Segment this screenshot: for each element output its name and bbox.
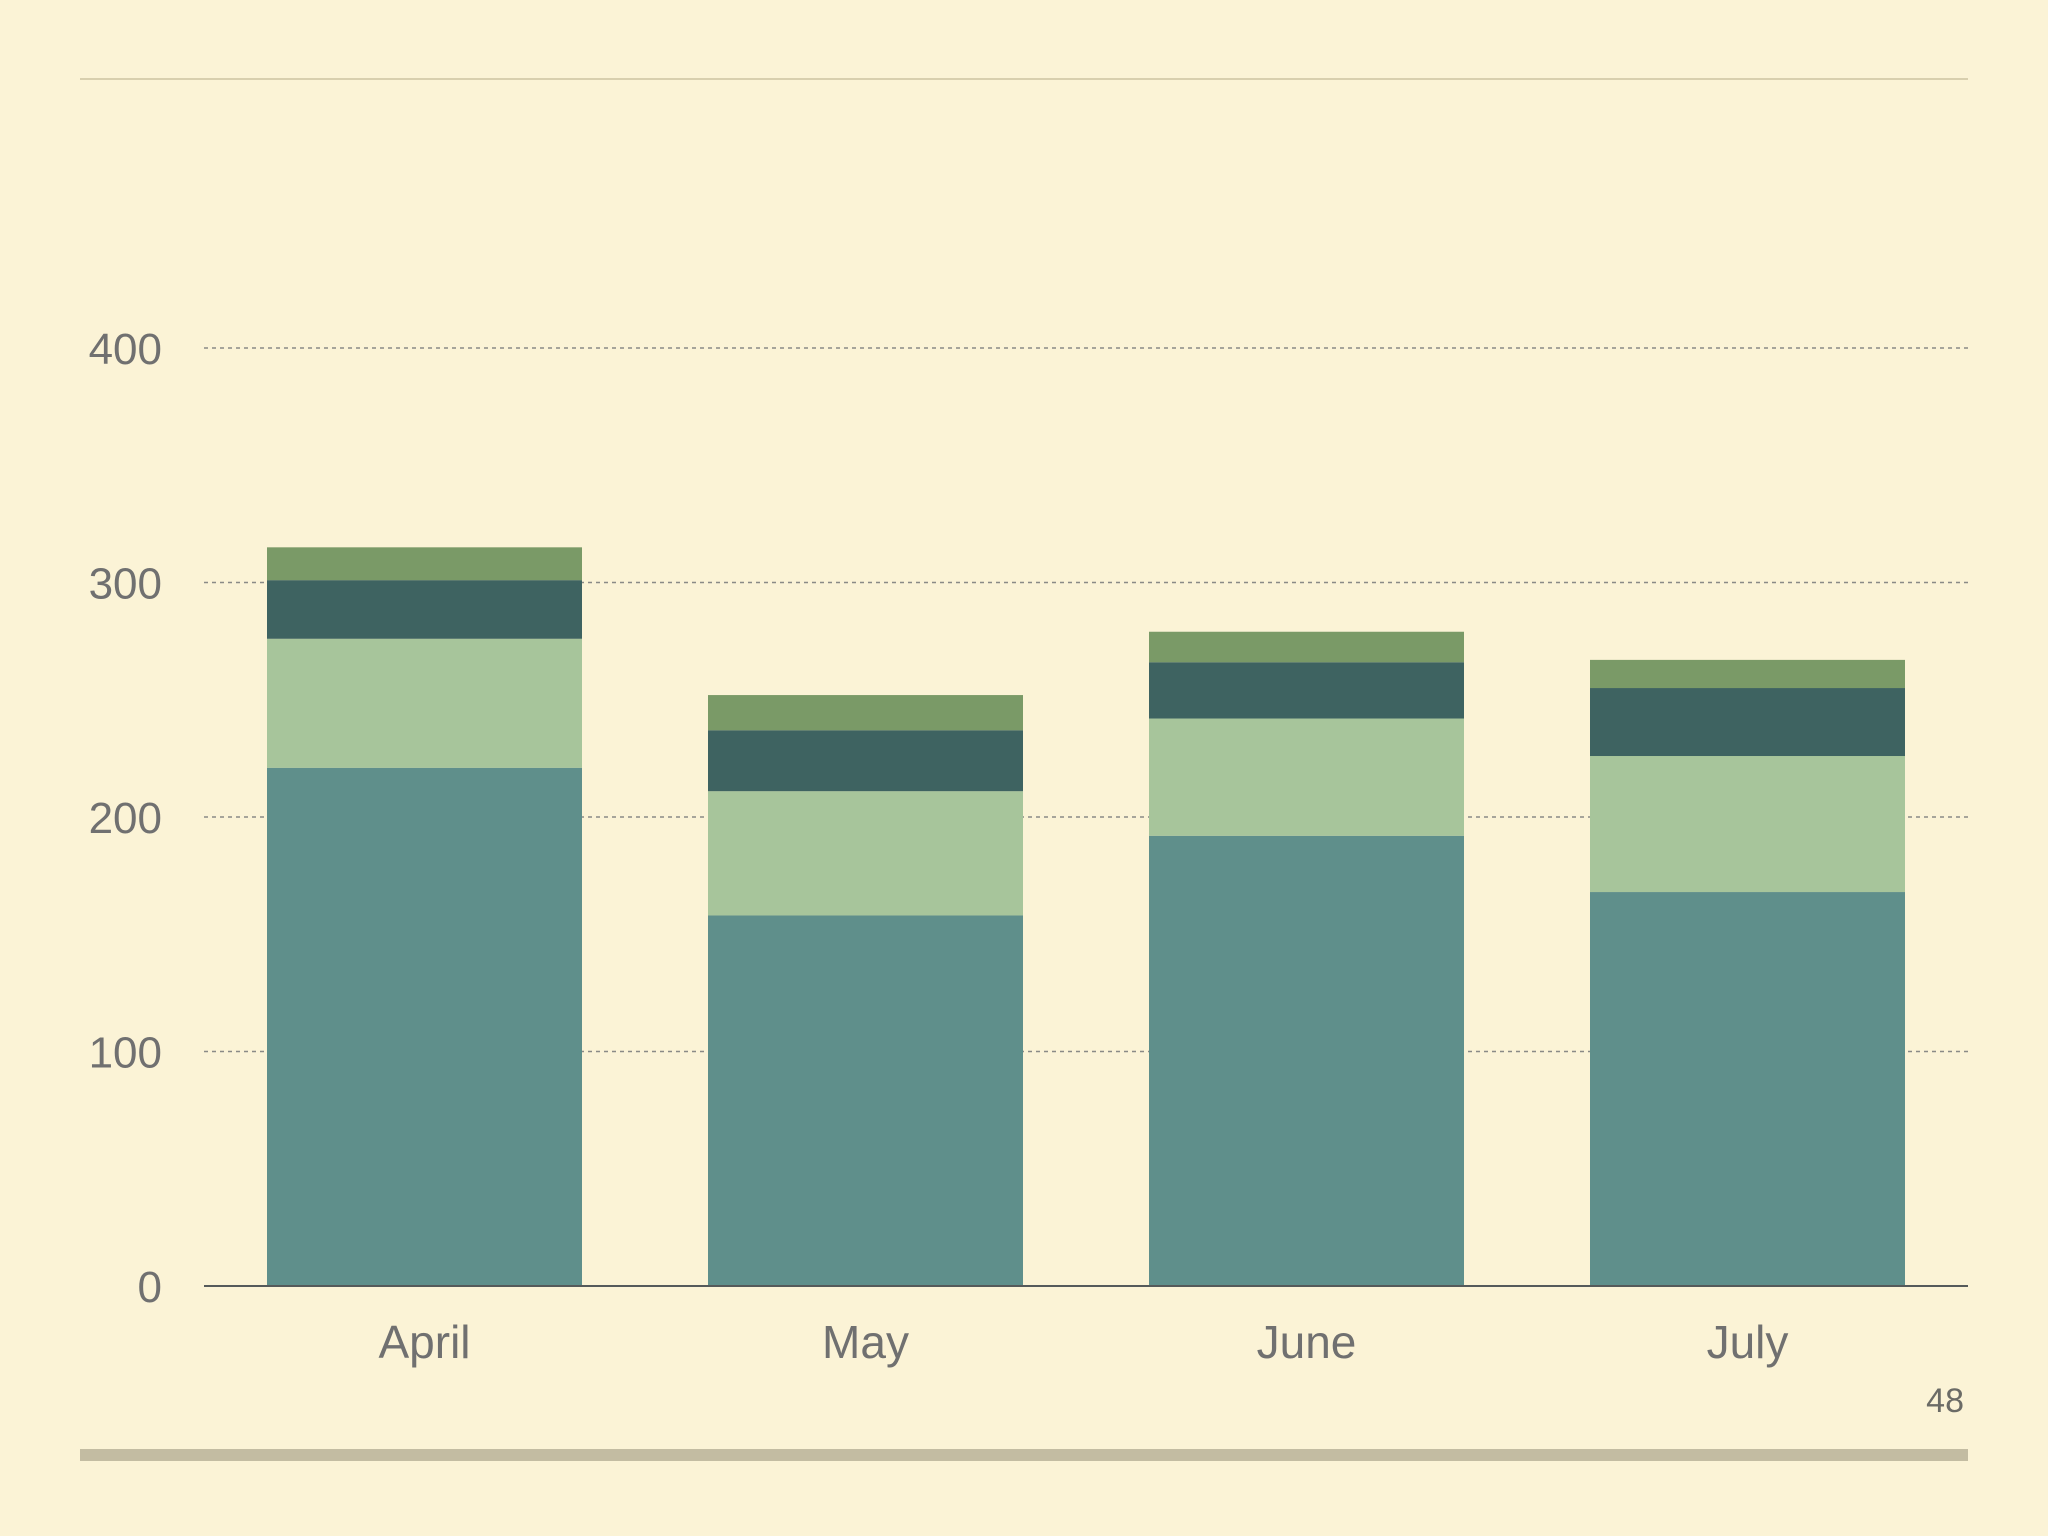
bar-segment — [1149, 718, 1464, 836]
bar-segment — [1590, 659, 1905, 689]
bar-segment — [267, 547, 582, 581]
y-tick-label: 0 — [138, 1263, 162, 1312]
bar-segment — [708, 915, 1023, 1286]
bottom-rule — [80, 1449, 1968, 1461]
bar-segment — [1590, 892, 1905, 1286]
x-tick-label: May — [822, 1316, 909, 1368]
x-tick-label: April — [378, 1316, 470, 1368]
bar-segment — [267, 638, 582, 768]
x-tick-label: July — [1707, 1316, 1789, 1368]
bar-segment — [1590, 756, 1905, 893]
bar-segment — [267, 580, 582, 639]
x-tick-label: June — [1257, 1316, 1357, 1368]
bar-segment — [1149, 835, 1464, 1286]
y-tick-label: 100 — [89, 1029, 162, 1078]
bar-segment — [708, 695, 1023, 731]
bar-segment — [1149, 631, 1464, 663]
page-number: 48 — [1926, 1382, 1964, 1420]
y-tick-label: 300 — [89, 560, 162, 609]
bar-segment — [708, 791, 1023, 916]
y-tick-label: 200 — [89, 794, 162, 843]
bar-segment — [267, 767, 582, 1286]
bar-segment — [1149, 662, 1464, 719]
bar-segment — [1590, 688, 1905, 757]
top-rule — [80, 78, 1968, 80]
bar-segment — [708, 730, 1023, 792]
y-tick-label: 400 — [89, 325, 162, 374]
